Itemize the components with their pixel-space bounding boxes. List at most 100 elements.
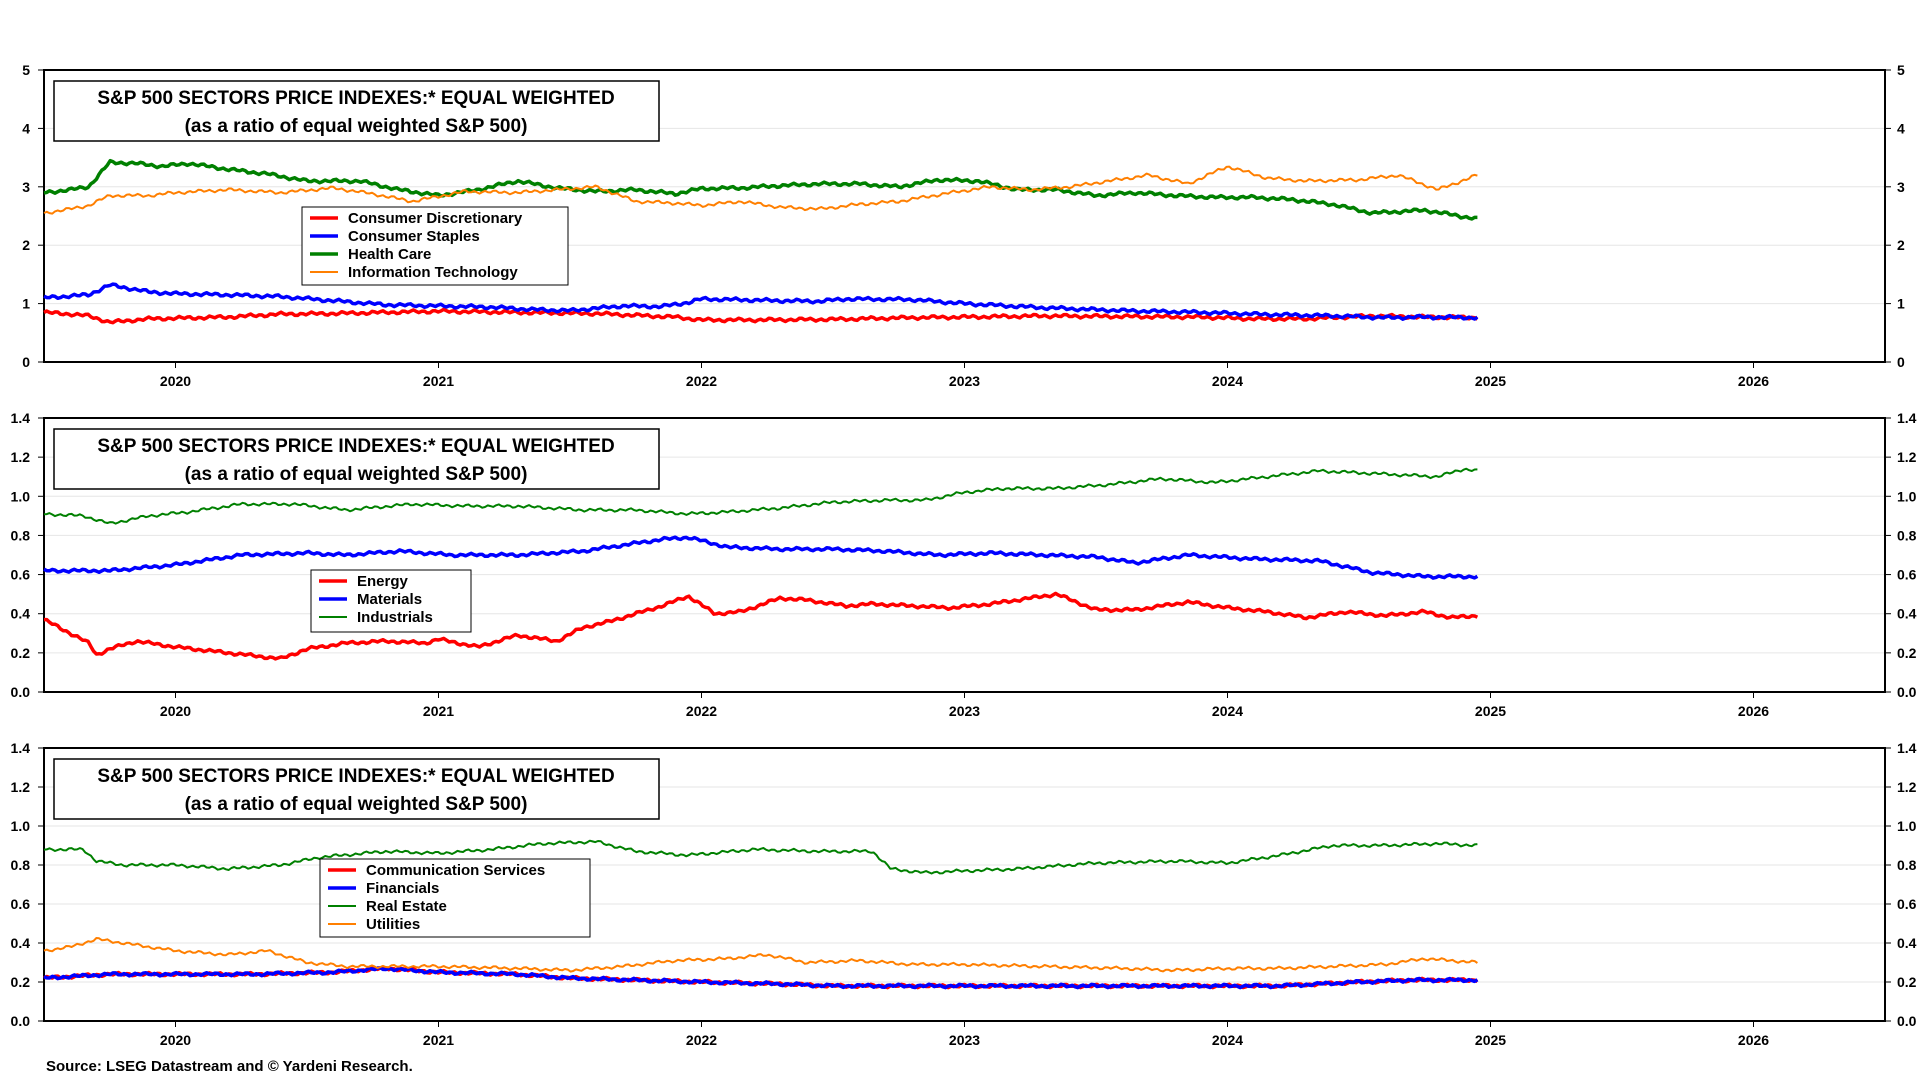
x-tick-label: 2023 (949, 1032, 980, 1048)
legend-label: Utilities (366, 916, 420, 933)
chart-title: S&P 500 SECTORS PRICE INDEXES:* EQUAL WE… (97, 766, 614, 787)
x-tick-label: 2024 (1212, 703, 1243, 719)
y-tick-label-left: 0.4 (11, 935, 31, 951)
x-tick-label: 2025 (1475, 1032, 1506, 1048)
chart-title: S&P 500 SECTORS PRICE INDEXES:* EQUAL WE… (97, 436, 614, 457)
y-tick-label-left: 1.0 (11, 818, 31, 834)
series-line-industrials (43, 467, 1478, 525)
y-tick-label-right: 5 (1897, 62, 1905, 78)
x-tick-label: 2021 (423, 373, 454, 389)
y-tick-label-right: 1.0 (1897, 818, 1917, 834)
y-tick-label-right: 0.8 (1897, 857, 1917, 873)
x-tick-label: 2026 (1738, 703, 1769, 719)
y-tick-label-left: 0.4 (11, 606, 31, 622)
x-tick-label: 2025 (1475, 703, 1506, 719)
series-line-financials (43, 965, 1479, 990)
series-line-utilities (43, 937, 1478, 973)
series-line-consumer-discretionary (43, 307, 1479, 325)
chart-subtitle: (as a ratio of equal weighted S&P 500) (185, 794, 528, 815)
y-tick-label-left: 0.8 (11, 527, 31, 543)
y-tick-label-right: 2 (1897, 237, 1905, 253)
x-tick-label: 2022 (686, 1032, 717, 1048)
chart-subtitle: (as a ratio of equal weighted S&P 500) (185, 464, 528, 485)
series-line-real-estate (43, 839, 1478, 875)
legend-frame (301, 206, 569, 286)
y-tick-label-right: 0.0 (1897, 684, 1917, 700)
x-tick-label: 2022 (686, 373, 717, 389)
y-tick-label-left: 2 (22, 237, 30, 253)
y-tick-label-left: 5 (22, 62, 30, 78)
y-tick-label-right: 1.0 (1897, 488, 1917, 504)
chart-subtitle: (as a ratio of equal weighted S&P 500) (185, 116, 528, 137)
legend-label: Consumer Staples (348, 228, 480, 245)
series-line-information-technology (43, 165, 1478, 215)
x-tick-label: 2022 (686, 703, 717, 719)
x-tick-label: 2021 (423, 1032, 454, 1048)
y-tick-label-left: 0.0 (11, 1013, 31, 1029)
series-line-health-care (43, 158, 1478, 221)
x-tick-label: 2020 (160, 373, 191, 389)
legend-frame (319, 858, 591, 938)
chart-title-box: S&P 500 SECTORS PRICE INDEXES:* EQUAL WE… (53, 428, 660, 490)
plot-frame (43, 69, 1886, 363)
y-tick-label-right: 0.2 (1897, 645, 1917, 661)
x-tick-label: 2023 (949, 703, 980, 719)
y-tick-label-left: 4 (22, 120, 30, 136)
legend-label: Communication Services (366, 862, 545, 879)
legend-label: Health Care (348, 246, 431, 263)
y-tick-label-right: 0.4 (1897, 606, 1917, 622)
x-tick-label: 2023 (949, 373, 980, 389)
x-tick-label: 2020 (160, 1032, 191, 1048)
chart-panel-1: 0 0 1 1 2 2 3 3 4 4 5 5 2020 2021 2022 2023 2024 2025 2026… (22, 62, 1905, 389)
y-tick-label-left: 0.8 (11, 857, 31, 873)
y-tick-label-left: 1.2 (11, 449, 31, 465)
y-tick-label-right: 1.4 (1897, 410, 1917, 426)
chart-panel-2: 0.0 0.0 0.2 0.2 0.4 0.4 0.6 0.6 0.8 0.8 1.0 1.0 1.2 1… (11, 410, 1917, 719)
y-tick-label-left: 0.2 (11, 974, 31, 990)
y-tick-label-left: 0.6 (11, 567, 31, 583)
plot-frame (43, 417, 1886, 693)
series-line-materials (43, 535, 1479, 580)
y-tick-label-right: 0.4 (1897, 935, 1917, 951)
y-tick-label-left: 0.2 (11, 645, 31, 661)
legend-label: Financials (366, 880, 439, 897)
y-tick-label-right: 0.2 (1897, 974, 1917, 990)
legend-label: Consumer Discretionary (348, 210, 523, 227)
y-tick-label-right: 0.8 (1897, 527, 1917, 543)
source-note: Source: LSEG Datastream and © Yardeni Re… (46, 1058, 413, 1075)
y-tick-label-left: 1.2 (11, 779, 31, 795)
legend-label: Real Estate (366, 898, 447, 915)
title-frame (53, 80, 660, 142)
y-tick-label-right: 4 (1897, 120, 1905, 136)
y-tick-label-right: 0.6 (1897, 567, 1917, 583)
x-tick-label: 2021 (423, 703, 454, 719)
title-frame (53, 428, 660, 490)
chart-title-box: S&P 500 SECTORS PRICE INDEXES:* EQUAL WE… (53, 758, 660, 820)
series-line-energy (44, 591, 1479, 661)
x-tick-label: 2024 (1212, 1032, 1243, 1048)
x-tick-label: 2024 (1212, 373, 1243, 389)
y-tick-label-right: 1.4 (1897, 740, 1917, 756)
y-tick-label-right: 0 (1897, 354, 1905, 370)
y-tick-label-left: 1 (22, 296, 30, 312)
y-tick-label-right: 1 (1897, 296, 1905, 312)
x-tick-label: 2026 (1738, 1032, 1769, 1048)
y-tick-label-left: 1.4 (11, 410, 31, 426)
y-tick-label-left: 1.4 (11, 740, 31, 756)
legend-label: Energy (357, 573, 409, 590)
x-tick-label: 2026 (1738, 373, 1769, 389)
plot-frame (43, 747, 1886, 1022)
legend-label: Materials (357, 591, 422, 608)
y-tick-label-left: 0 (22, 354, 30, 370)
x-tick-label: 2025 (1475, 373, 1506, 389)
y-tick-label-right: 1.2 (1897, 449, 1917, 465)
y-tick-label-right: 1.2 (1897, 779, 1917, 795)
y-tick-label-left: 0.0 (11, 684, 31, 700)
y-tick-label-right: 0.6 (1897, 896, 1917, 912)
series-line-consumer-staples (43, 282, 1479, 321)
chart-title: S&P 500 SECTORS PRICE INDEXES:* EQUAL WE… (97, 88, 614, 109)
